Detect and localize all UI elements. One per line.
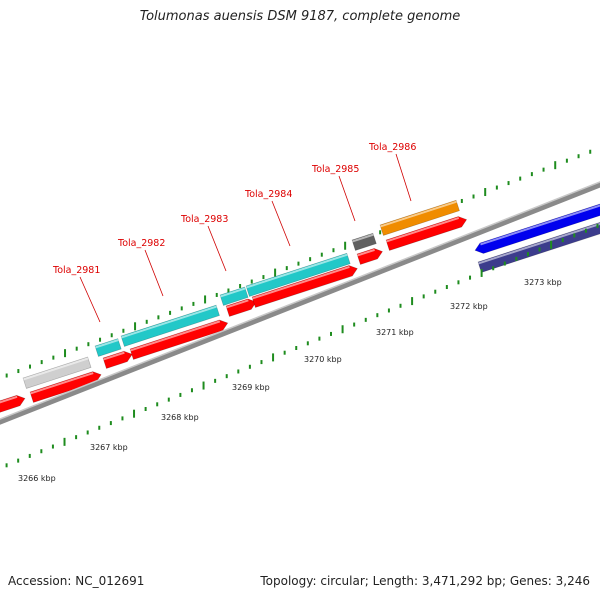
- gene-label-Tola_2984: Tola_2984: [244, 189, 292, 200]
- gray-feature: [22, 356, 92, 389]
- gene-label-group: Tola_2981 Tola_2982 Tola_2983 Tola_2984 Tola…: [52, 142, 416, 276]
- cyan-feature-2983: [219, 286, 249, 306]
- cds-2982: [129, 319, 229, 360]
- gene-track: [0, 203, 600, 413]
- kbp-label-3269: 3269 kbp: [232, 383, 270, 392]
- genome-summary-text: Topology: circular; Length: 3,471,292 bp…: [260, 574, 590, 588]
- cds-2983: [225, 298, 257, 317]
- feature-track: [22, 199, 460, 389]
- orange-feature-2986-shine: [380, 200, 457, 228]
- cyan-feature-2983-shine: [220, 287, 246, 298]
- cyan-feature-2982: [120, 304, 220, 347]
- gene-label-Tola_2982: Tola_2982: [117, 238, 165, 249]
- cds-1-shine: [30, 372, 94, 395]
- cds-2985-shine: [357, 248, 375, 257]
- kbp-label-3272: 3272 kbp: [450, 302, 488, 311]
- backbone-highlight: [0, 181, 600, 420]
- navy-gene-shine: [478, 222, 600, 265]
- cyan-feature-2984: [245, 252, 351, 297]
- kbp-label-3268: 3268 kbp: [161, 413, 199, 422]
- kbp-label-3266: 3266 kbp: [18, 474, 56, 483]
- genome-backbone: [0, 181, 600, 425]
- gene-label-Tola_2981: Tola_2981: [52, 265, 100, 276]
- cyan-feature-2984-shine: [246, 253, 348, 289]
- connector-Tola_2985: [338, 175, 356, 222]
- accession-text: Accession: NC_012691: [8, 574, 145, 588]
- cds-2984: [251, 265, 358, 308]
- dark-feature-2985-shine: [352, 233, 374, 243]
- kbp-label-3267: 3267 kbp: [90, 443, 128, 452]
- cds-2982-shine: [130, 320, 221, 352]
- cds-2981-shine: [103, 351, 125, 361]
- connector-Tola_2981: [79, 276, 101, 323]
- map-title: Tolumonas auensis DSM 9187, complete gen…: [139, 9, 461, 24]
- kbp-label-3270: 3270 kbp: [304, 355, 342, 364]
- blue-gene-shine: [480, 204, 600, 246]
- cds-2986: [385, 216, 468, 251]
- gray-feature-shine: [23, 357, 89, 381]
- connector-Tola_2986: [395, 153, 412, 202]
- cds-2981: [102, 350, 133, 369]
- backbone-line: [0, 182, 600, 425]
- kbp-label-group: 3266 kbp 3267 kbp 3268 kbp 3269 kbp 3270 kbp…: [18, 278, 562, 483]
- gene-label-Tola_2986: Tola_2986: [368, 142, 416, 153]
- orange-feature-2986: [379, 199, 460, 236]
- connector-Tola_2982: [144, 249, 164, 297]
- kbp-scale-ring: [5, 224, 599, 468]
- cyan-feature-2981: [94, 338, 122, 357]
- cyan-feature-2982-shine: [121, 305, 217, 339]
- cds-2983-shine: [226, 299, 249, 309]
- kbp-label-3273: 3273 kbp: [524, 278, 562, 287]
- connector-Tola_2984: [271, 200, 291, 247]
- cds-2984-shine: [252, 265, 350, 300]
- connector-Tola_2983: [207, 225, 227, 272]
- kbp-label-3271: 3271 kbp: [376, 328, 414, 337]
- cyan-feature-2981-shine: [95, 339, 119, 349]
- cds-2986-shine: [386, 216, 460, 243]
- label-connectors: [79, 153, 412, 323]
- cds-1: [29, 371, 102, 403]
- cds-0-shine: [0, 395, 18, 404]
- dark-feature-2985: [351, 232, 377, 251]
- gene-label-Tola_2983: Tola_2983: [180, 214, 228, 225]
- gene-label-Tola_2985: Tola_2985: [311, 164, 359, 175]
- cds-2985: [356, 248, 383, 265]
